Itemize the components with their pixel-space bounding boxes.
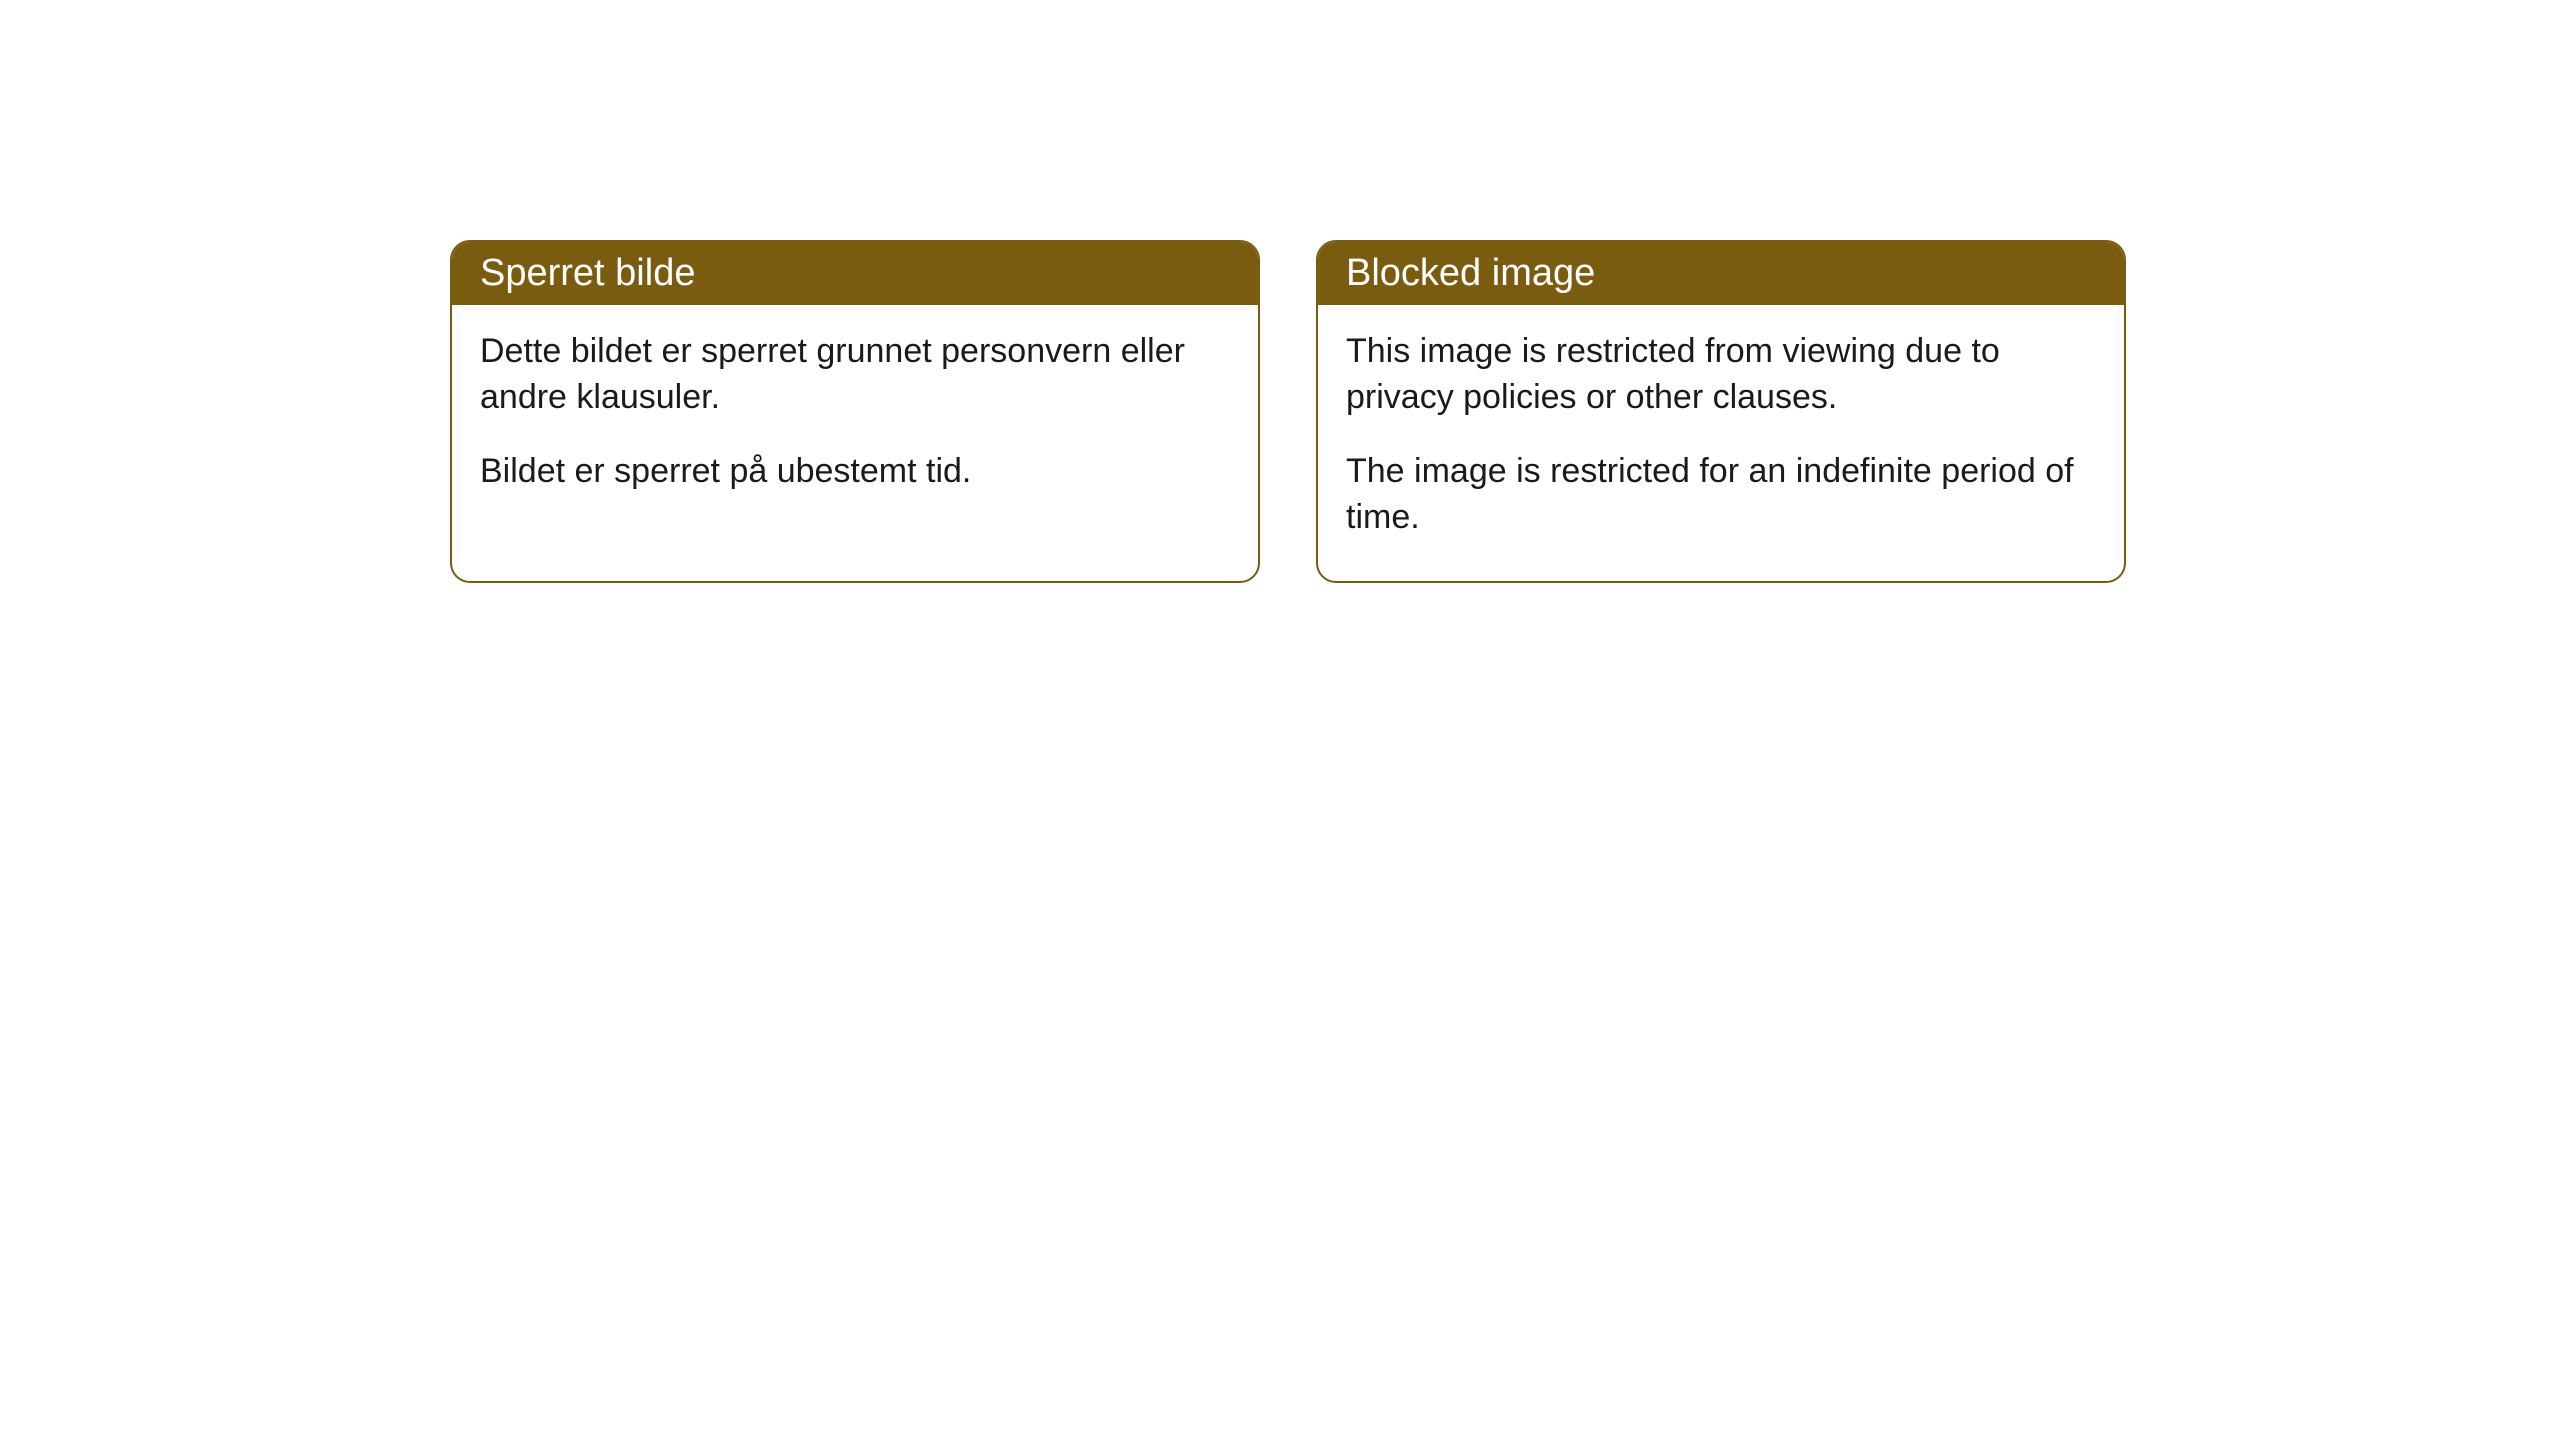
- card-title: Blocked image: [1346, 252, 1595, 294]
- notice-card-norwegian: Sperret bilde Dette bildet er sperret gr…: [450, 240, 1260, 583]
- card-paragraph: Bildet er sperret på ubestemt tid.: [480, 449, 1230, 495]
- card-paragraph: Dette bildet er sperret grunnet personve…: [480, 329, 1230, 421]
- card-body: This image is restricted from viewing du…: [1318, 305, 2124, 581]
- card-header: Sperret bilde: [452, 242, 1258, 305]
- card-paragraph: This image is restricted from viewing du…: [1346, 329, 2096, 421]
- card-title: Sperret bilde: [480, 252, 695, 294]
- card-header: Blocked image: [1318, 242, 2124, 305]
- card-body: Dette bildet er sperret grunnet personve…: [452, 305, 1258, 535]
- notice-cards-container: Sperret bilde Dette bildet er sperret gr…: [450, 240, 2126, 583]
- notice-card-english: Blocked image This image is restricted f…: [1316, 240, 2126, 583]
- card-paragraph: The image is restricted for an indefinit…: [1346, 449, 2096, 541]
